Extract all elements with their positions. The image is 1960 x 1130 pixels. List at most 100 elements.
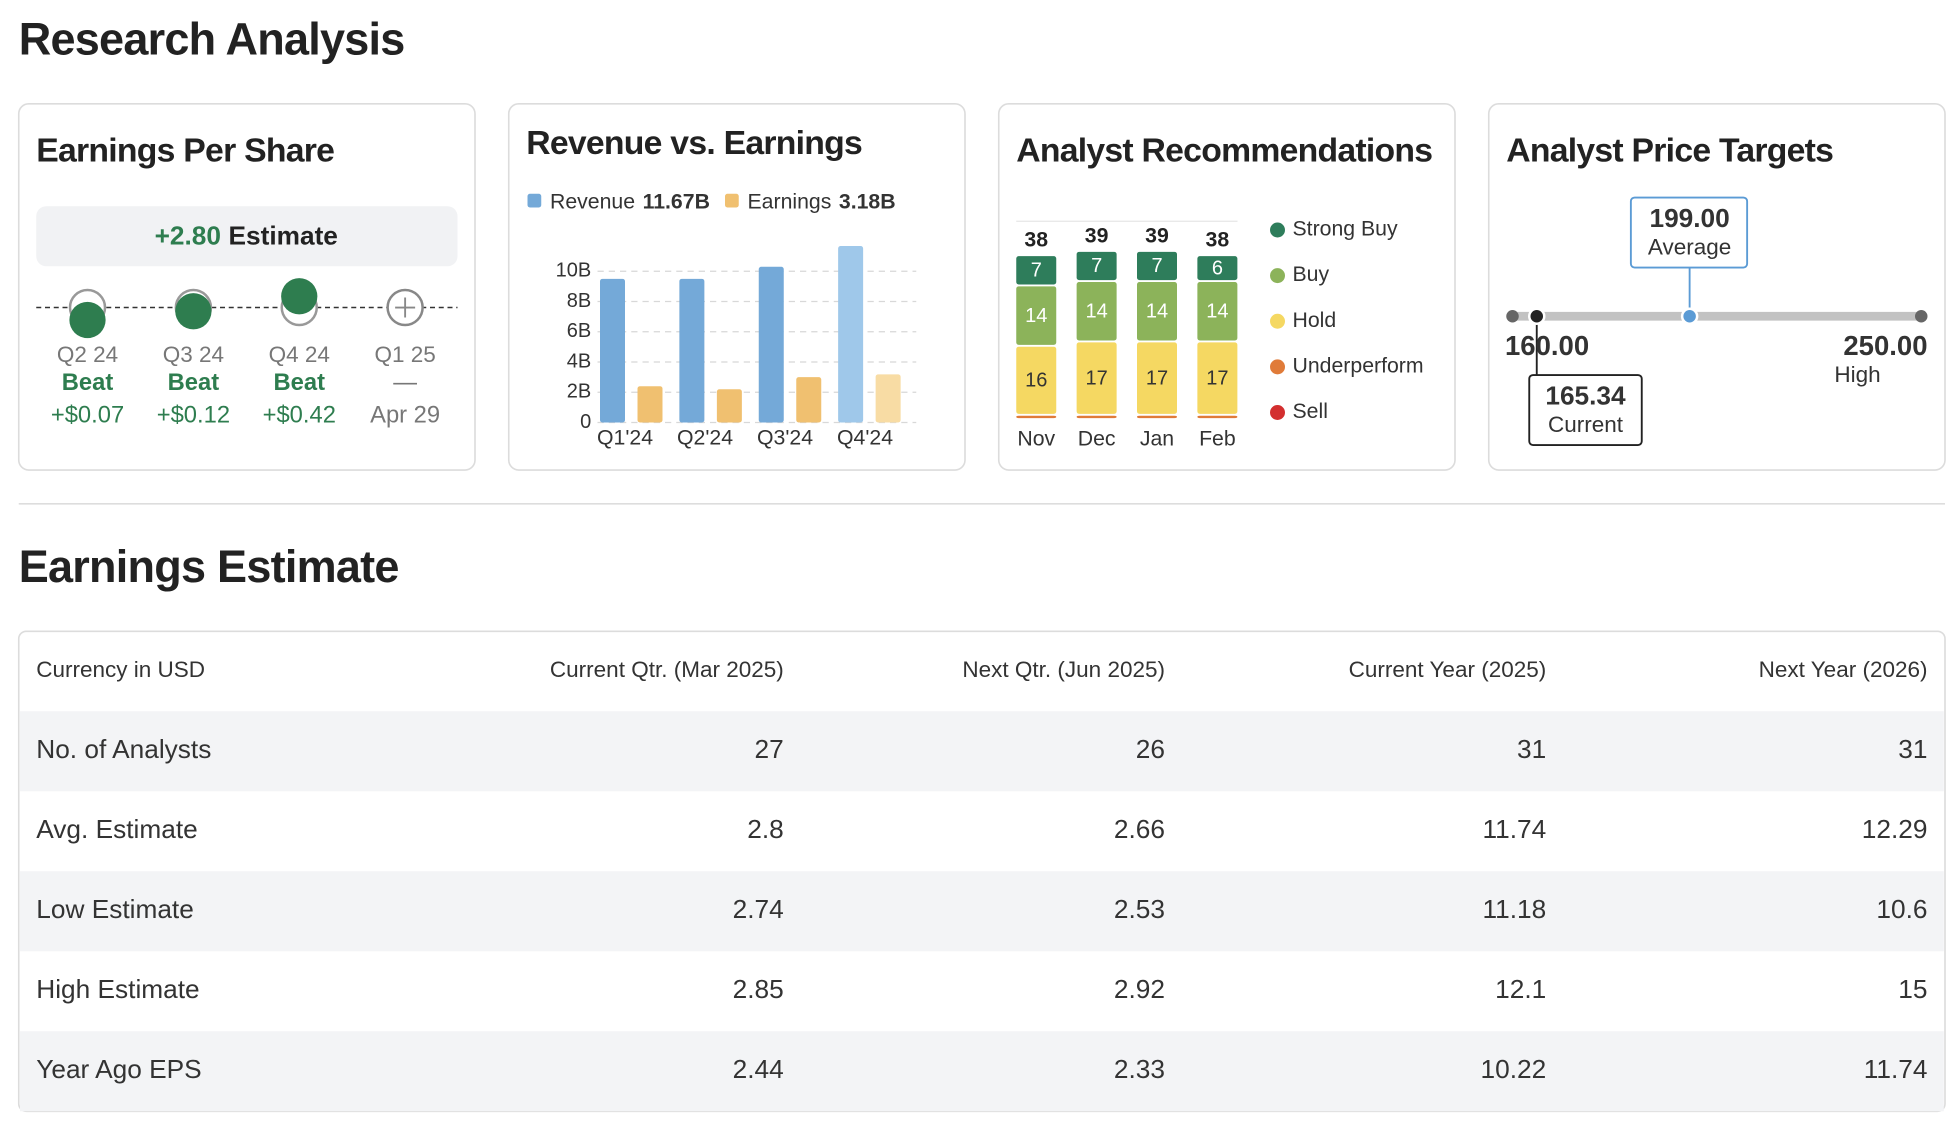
current-label: Current	[1548, 412, 1624, 437]
legend-entry: Sell	[1293, 399, 1328, 423]
segment-label: 16	[1025, 369, 1047, 391]
result-label: Beat	[274, 369, 326, 396]
segment	[1016, 415, 1057, 419]
average-box	[1629, 196, 1749, 269]
legend-entry: Hold	[1293, 308, 1337, 332]
total-label: 39	[1145, 223, 1169, 247]
legend-swatch	[1270, 222, 1285, 238]
bar	[838, 245, 864, 423]
segment	[1137, 415, 1177, 419]
legend-entry: Revenue 11.67B	[550, 189, 710, 213]
segment-label: 14	[1025, 305, 1047, 327]
actual-dot	[69, 301, 106, 339]
x-tick-label: Jan	[1140, 427, 1174, 451]
average-label: Average	[1648, 235, 1731, 260]
legend-entry: Underperform	[1293, 353, 1424, 377]
card-title: Analyst Price Targets	[1506, 131, 1833, 169]
current-dot	[1528, 307, 1546, 325]
table-cell: 31	[1517, 734, 1546, 764]
table-cell: 2.53	[1114, 894, 1165, 924]
table-cell: Year Ago EPS	[36, 1054, 201, 1084]
segment-label: 14	[1206, 300, 1228, 322]
legend-name: Revenue	[550, 189, 635, 213]
x-tick-label: Q4'24	[837, 425, 893, 449]
total-label: 39	[1085, 223, 1109, 247]
x-tick-label: Dec	[1078, 427, 1116, 451]
segment	[1137, 251, 1177, 281]
segment	[1016, 346, 1057, 414]
table-cell: 2.92	[1114, 974, 1165, 1004]
average-value: 199.00	[1649, 203, 1729, 233]
bar	[758, 266, 784, 423]
row-shade	[20, 871, 1944, 952]
low-dot	[1506, 310, 1519, 323]
segment-label: 17	[1206, 367, 1228, 389]
segment-label: 6	[1212, 257, 1223, 279]
segment	[1197, 256, 1238, 281]
table-cell: 11.74	[1483, 814, 1547, 844]
bar	[875, 374, 901, 423]
estimate-box	[36, 206, 458, 267]
actual-dot	[281, 278, 318, 315]
column-header: Current Year (2025)	[1349, 657, 1547, 682]
legend-swatch	[1270, 313, 1285, 329]
table-cell: 12.1	[1495, 974, 1546, 1004]
column-header: Next Year (2026)	[1759, 657, 1928, 682]
bar	[637, 386, 663, 423]
segment-label: 14	[1086, 300, 1108, 322]
segment-label: 17	[1086, 367, 1108, 389]
segment	[1076, 282, 1117, 341]
segment	[1016, 256, 1057, 285]
high-label: High	[1834, 362, 1880, 387]
segment	[1016, 286, 1057, 345]
table-cell: 31	[1898, 734, 1927, 764]
table-cell: High Estimate	[36, 974, 199, 1004]
column-header: Current Qtr. (Mar 2025)	[550, 657, 784, 682]
table-cell: 26	[1136, 734, 1165, 764]
quarter-label: Q3 24	[163, 342, 224, 367]
segment	[1076, 251, 1117, 281]
segment	[1137, 282, 1177, 341]
row-shade	[20, 1031, 1944, 1112]
segment-label: 17	[1146, 367, 1168, 389]
table-cell: 2.33	[1114, 1054, 1165, 1084]
surprise-label: +$0.42	[263, 402, 336, 429]
segment-label: 7	[1151, 255, 1162, 277]
total-label: 38	[1206, 228, 1230, 252]
y-tick-label: 8B	[567, 290, 591, 312]
segment-label: 7	[1031, 260, 1042, 282]
y-tick-label: 4B	[567, 350, 591, 372]
table-cell: Avg. Estimate	[36, 814, 197, 844]
quarter-label: Q4 24	[269, 342, 330, 367]
table-cell: Low Estimate	[36, 894, 194, 924]
surprise-label: Apr 29	[370, 402, 440, 429]
legend-entry: Earnings 3.18B	[748, 189, 896, 213]
quarter-label: Q1 25	[374, 342, 435, 367]
average-dot	[1680, 307, 1699, 325]
segment	[1197, 415, 1238, 419]
segment	[1137, 342, 1177, 414]
bar	[716, 389, 742, 423]
table-cell: 11.18	[1483, 894, 1547, 924]
bar	[796, 377, 822, 423]
result-label: —	[393, 369, 417, 396]
table-cell: 2.44	[733, 1054, 784, 1084]
table-cell: 11.74	[1864, 1054, 1928, 1084]
table-cell: 10.6	[1876, 894, 1927, 924]
table-cell: 10.22	[1481, 1054, 1547, 1084]
card-title: Analyst Recommendations	[1016, 131, 1432, 169]
y-tick-label: 0	[580, 411, 591, 433]
result-label: Beat	[168, 369, 220, 396]
table-cell: 27	[755, 734, 784, 764]
bar	[679, 278, 705, 423]
legend-swatch	[1270, 405, 1285, 420]
x-tick-label: Q2'24	[677, 425, 733, 449]
surprise-label: +$0.07	[51, 402, 124, 429]
table-cell: 2.66	[1114, 814, 1165, 844]
segment-label: 7	[1091, 255, 1102, 277]
x-tick-label: Feb	[1199, 427, 1236, 451]
column-header: Currency in USD	[36, 657, 205, 682]
estimate: +2.80 Estimate	[155, 220, 338, 250]
